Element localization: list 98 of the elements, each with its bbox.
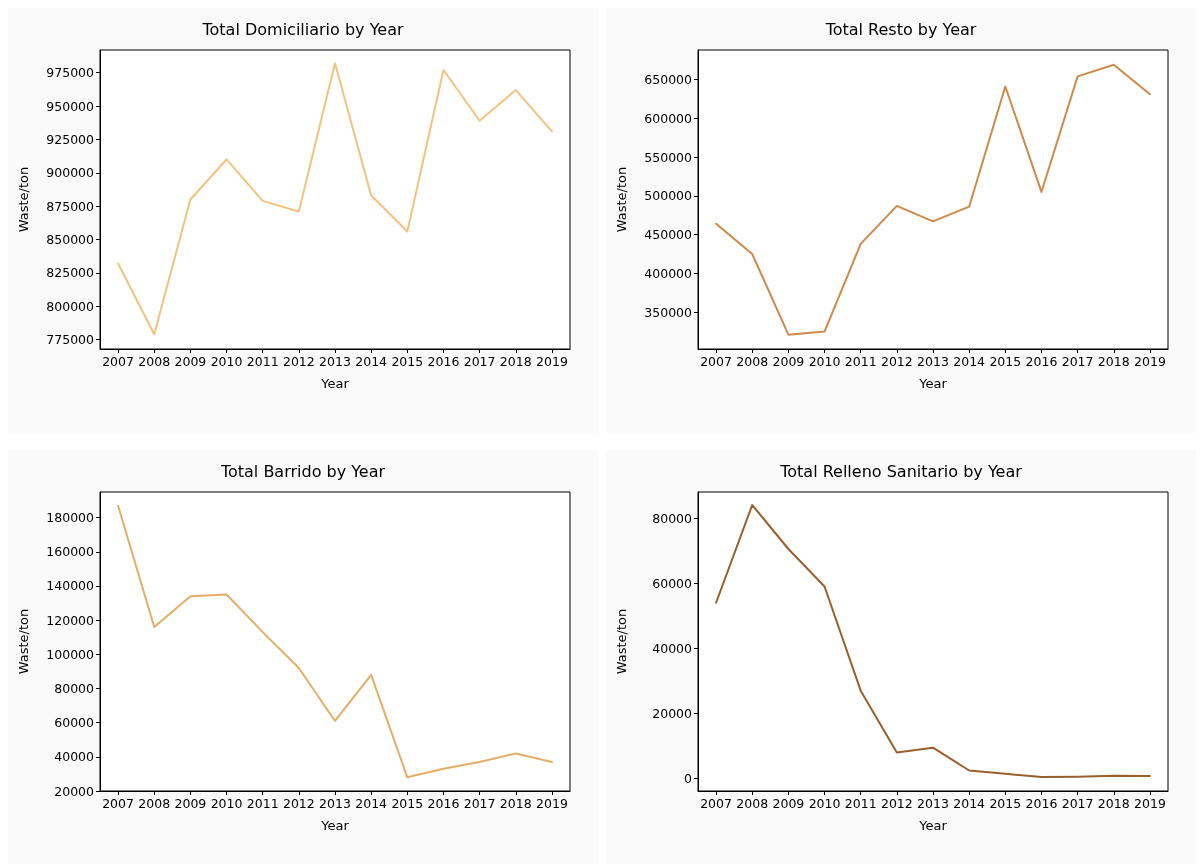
x-tick-label: 2014 — [953, 796, 986, 811]
y-tick-label: 775000 — [46, 332, 95, 348]
x-tick-label: 2007 — [700, 796, 732, 811]
x-tick-label: 2010 — [210, 354, 243, 369]
x-tick-label: 2009 — [772, 796, 805, 811]
chart-title: Total Relleno Sanitario by Year — [779, 461, 1023, 481]
x-tick-label: 2007 — [102, 354, 134, 369]
y-tick-label: 120000 — [46, 612, 95, 628]
y-tick-label: 40000 — [652, 640, 693, 656]
y-tick-label: 140000 — [46, 578, 95, 594]
x-tick-label: 2011 — [844, 354, 877, 369]
x-tick-label: 2014 — [953, 354, 986, 369]
x-axis-title: Year — [918, 376, 948, 391]
x-tick-label: 2016 — [427, 354, 460, 369]
y-tick-label: 20000 — [652, 705, 693, 721]
x-tick-label: 2018 — [1097, 796, 1130, 811]
x-tick-label: 2019 — [536, 796, 568, 811]
y-tick-label: 950000 — [46, 98, 95, 114]
y-axis-title: Waste/ton — [614, 608, 629, 675]
x-tick-label: 2015 — [989, 354, 1022, 369]
x-tick-label: 2012 — [880, 796, 913, 811]
y-axis-title: Waste/ton — [614, 166, 629, 233]
chart-title: Total Barrido by Year — [219, 461, 386, 481]
x-tick-label: 2008 — [736, 796, 769, 811]
x-tick-label: 2016 — [1025, 354, 1058, 369]
x-tick-label: 2013 — [319, 796, 351, 811]
y-tick-label: 975000 — [46, 65, 95, 81]
x-tick-label: 2019 — [1134, 354, 1166, 369]
y-tick-label: 500000 — [644, 188, 693, 204]
line-series — [117, 62, 553, 336]
x-tick-label: 2011 — [246, 354, 279, 369]
x-tick-label: 2015 — [989, 796, 1022, 811]
y-tick-label: 60000 — [652, 575, 693, 591]
x-tick-label: 2008 — [138, 796, 171, 811]
x-tick-label: 2016 — [427, 796, 460, 811]
x-axis-title: Year — [320, 818, 350, 833]
y-tick-label: 100000 — [46, 646, 95, 662]
x-tick-label: 2013 — [917, 354, 949, 369]
x-tick-label: 2010 — [808, 354, 841, 369]
x-tick-label: 2017 — [1061, 796, 1094, 811]
y-tick-label: 80000 — [54, 680, 95, 696]
y-tick-label: 400000 — [644, 265, 693, 281]
x-tick-label: 2017 — [1061, 354, 1094, 369]
x-tick-label: 2018 — [499, 354, 532, 369]
y-tick-label: 600000 — [644, 110, 693, 126]
x-tick-label: 2011 — [844, 796, 877, 811]
x-tick-label: 2007 — [700, 354, 732, 369]
x-tick-label: 2015 — [391, 796, 424, 811]
x-tick-label: 2012 — [282, 354, 315, 369]
y-tick-label: 180000 — [46, 510, 95, 526]
y-tick-label: 0 — [684, 771, 693, 787]
x-tick-label: 2010 — [210, 796, 243, 811]
y-tick-label: 20000 — [54, 783, 95, 799]
x-tick-label: 2012 — [880, 354, 913, 369]
x-axis-title: Year — [918, 818, 948, 833]
y-tick-label: 825000 — [46, 265, 95, 281]
x-tick-label: 2009 — [772, 354, 805, 369]
x-tick-label: 2012 — [282, 796, 315, 811]
x-tick-label: 2009 — [174, 354, 207, 369]
y-tick-label: 800000 — [46, 298, 95, 314]
x-tick-label: 2013 — [319, 354, 351, 369]
y-tick-label: 450000 — [644, 227, 693, 243]
x-tick-label: 2009 — [174, 796, 207, 811]
y-tick-label: 925000 — [46, 131, 95, 147]
y-tick-label: 900000 — [46, 165, 95, 181]
y-axis-title: Waste/ton — [16, 608, 31, 675]
x-tick-label: 2007 — [102, 796, 134, 811]
y-tick-label: 350000 — [644, 304, 693, 320]
line-series — [715, 63, 1151, 336]
x-tick-label: 2011 — [246, 796, 279, 811]
y-tick-label: 850000 — [46, 232, 95, 248]
x-tick-label: 2017 — [463, 354, 496, 369]
x-tick-label: 2019 — [1134, 796, 1166, 811]
y-axis-title: Waste/ton — [16, 166, 31, 233]
chart-title: Total Resto by Year — [824, 19, 977, 39]
x-tick-label: 2018 — [1097, 354, 1130, 369]
x-tick-label: 2014 — [355, 796, 388, 811]
x-tick-label: 2013 — [917, 796, 949, 811]
y-tick-label: 80000 — [652, 510, 693, 526]
line-series — [117, 504, 553, 779]
x-tick-label: 2017 — [463, 796, 496, 811]
y-tick-label: 60000 — [54, 715, 95, 731]
x-tick-label: 2010 — [808, 796, 841, 811]
line-series — [715, 504, 1151, 778]
x-tick-label: 2019 — [536, 354, 568, 369]
x-tick-label: 2008 — [736, 354, 769, 369]
x-tick-label: 2014 — [355, 354, 388, 369]
x-tick-label: 2016 — [1025, 796, 1058, 811]
y-tick-label: 875000 — [46, 198, 95, 214]
chart-title: Total Domiciliario by Year — [201, 19, 404, 39]
x-tick-label: 2015 — [391, 354, 424, 369]
y-tick-label: 650000 — [644, 71, 693, 87]
x-axis-title: Year — [320, 376, 350, 391]
y-tick-label: 550000 — [644, 149, 693, 165]
x-tick-label: 2008 — [138, 354, 171, 369]
y-tick-label: 160000 — [46, 544, 95, 560]
x-tick-label: 2018 — [499, 796, 532, 811]
y-tick-label: 40000 — [54, 749, 95, 765]
